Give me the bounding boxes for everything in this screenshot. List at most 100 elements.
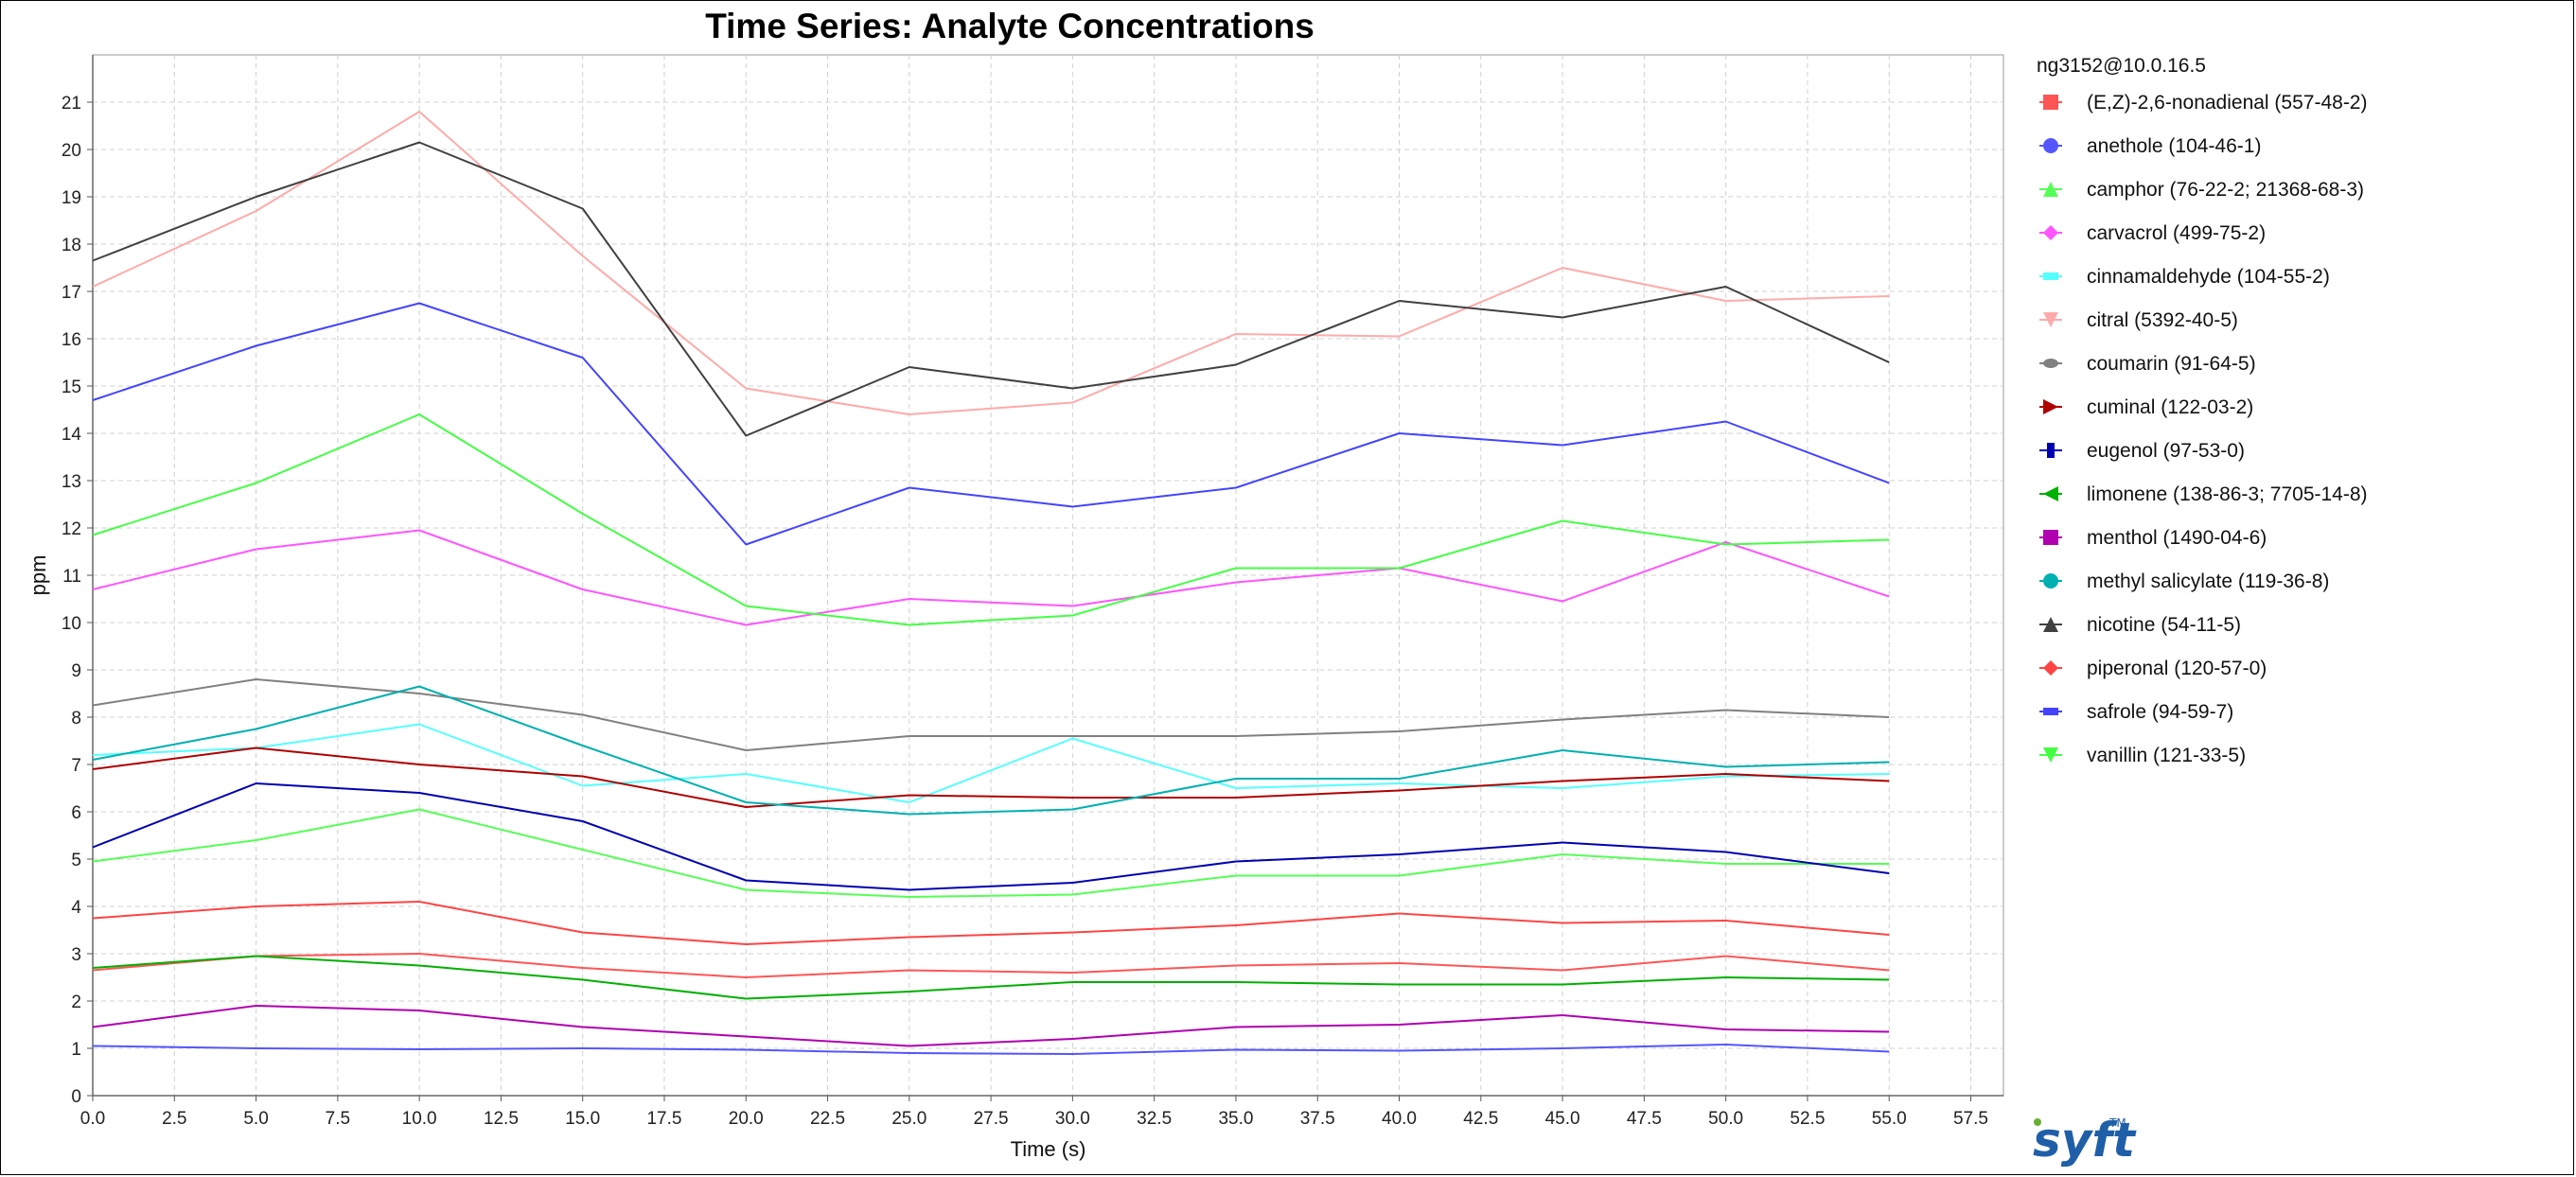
- legend-label: menthol (1490-04-6): [2087, 527, 2267, 549]
- x-tick-label: 12.5: [484, 1109, 519, 1129]
- legend-label: cuminal (122-03-2): [2087, 396, 2253, 418]
- x-tick-label: 45.0: [1545, 1109, 1580, 1129]
- legend-item: safrole (94-59-7): [2039, 701, 2233, 723]
- x-tick-label: 0.0: [80, 1109, 105, 1129]
- x-tick-label: 42.5: [1463, 1109, 1498, 1129]
- x-tick-label: 22.5: [810, 1109, 845, 1129]
- legend-label: coumarin (91-64-5): [2087, 353, 2256, 375]
- x-tick-label: 7.5: [326, 1109, 350, 1129]
- legend-marker: [2043, 95, 2058, 110]
- legend-label: methyl salicylate (119-36-8): [2087, 571, 2329, 592]
- series-line: [92, 808, 1890, 898]
- legend-marker: [2043, 359, 2058, 368]
- legend-label: citral (5392-40-5): [2087, 309, 2238, 331]
- legend-marker: [2043, 225, 2058, 240]
- y-tick-label: 0: [71, 1087, 81, 1107]
- x-tick-label: 35.0: [1218, 1109, 1253, 1129]
- legend-marker: [2043, 708, 2058, 715]
- legend-item: coumarin (91-64-5): [2039, 353, 2256, 375]
- legend-label: cinnamaldehyde (104-55-2): [2087, 266, 2330, 288]
- x-tick-label: 37.5: [1300, 1109, 1335, 1129]
- y-tick-label: 21: [62, 94, 81, 114]
- legend-label: piperonal (120-57-0): [2087, 658, 2267, 679]
- legend-label: anethole (104-46-1): [2087, 135, 2261, 157]
- legend-marker: [2043, 747, 2058, 763]
- legend-marker: [2043, 399, 2058, 414]
- legend-marker: [2043, 530, 2058, 545]
- legend-item: eugenol (97-53-0): [2039, 440, 2245, 462]
- x-tick-label: 15.0: [565, 1109, 600, 1129]
- x-tick-label: 10.0: [402, 1109, 437, 1129]
- legend-item: menthol (1490-04-6): [2039, 527, 2267, 549]
- y-tick-label: 6: [71, 803, 81, 823]
- legend-item: cuminal (122-03-2): [2039, 396, 2253, 418]
- y-tick-label: 3: [71, 945, 81, 965]
- legend-title: ng3152@10.0.16.5: [2037, 55, 2206, 77]
- logo-tm: TM: [2108, 1116, 2126, 1130]
- series-line: [92, 685, 1890, 816]
- x-tick-label: 27.5: [974, 1109, 1009, 1129]
- legend-marker: [2043, 660, 2058, 676]
- legend-item: vanillin (121-33-5): [2039, 745, 2246, 766]
- logo-text: syft: [2033, 1113, 2137, 1168]
- series-line: [92, 111, 1890, 415]
- legend-item: cinnamaldehyde (104-55-2): [2039, 266, 2330, 288]
- x-tick-label: 25.0: [891, 1109, 926, 1129]
- legend-item: (E,Z)-2,6-nonadienal (557-48-2): [2039, 92, 2367, 114]
- legend-item: carvacrol (499-75-2): [2039, 222, 2266, 244]
- series-line: [92, 678, 1890, 751]
- y-tick-label: 12: [62, 519, 81, 539]
- grid-lines: [93, 55, 2003, 1096]
- legend-marker: [2043, 138, 2058, 153]
- legend-marker: [2043, 312, 2058, 327]
- x-tick-label: 32.5: [1137, 1109, 1172, 1129]
- legend-item: anethole (104-46-1): [2039, 135, 2261, 157]
- x-tick-label: 40.0: [1382, 1109, 1417, 1129]
- series-line: [92, 1044, 1890, 1055]
- x-tick-label: 2.5: [162, 1109, 186, 1129]
- y-tick-label: 15: [62, 378, 81, 397]
- legend-marker: [2043, 182, 2058, 197]
- series-line: [92, 529, 1890, 626]
- legend-label: limonene (138-86-3; 7705-14-8): [2087, 483, 2368, 505]
- series-line: [92, 302, 1890, 546]
- y-tick-label: 5: [71, 851, 81, 870]
- legend-label: vanillin (121-33-5): [2087, 745, 2246, 766]
- x-tick-label: 5.0: [243, 1109, 268, 1129]
- y-tick-label: 10: [62, 614, 81, 634]
- x-tick-label: 30.0: [1055, 1109, 1090, 1129]
- y-tick-label: 17: [62, 283, 81, 303]
- legend-item: methyl salicylate (119-36-8): [2039, 571, 2329, 592]
- x-tick-label: 52.5: [1790, 1109, 1825, 1129]
- x-axis-title: Time (s): [1011, 1137, 1086, 1161]
- y-tick-label: 9: [71, 661, 81, 681]
- series-line: [92, 955, 1890, 1000]
- y-tick-label: 2: [71, 993, 81, 1012]
- legend-label: camphor (76-22-2; 21368-68-3): [2087, 179, 2364, 201]
- x-tick-label: 47.5: [1627, 1109, 1662, 1129]
- y-tick-label: 14: [62, 425, 82, 445]
- legend-label: eugenol (97-53-0): [2087, 440, 2245, 462]
- legend-label: nicotine (54-11-5): [2087, 614, 2241, 636]
- legend-item: nicotine (54-11-5): [2039, 614, 2241, 636]
- legend-label: (E,Z)-2,6-nonadienal (557-48-2): [2087, 92, 2367, 114]
- series-line: [92, 723, 1890, 803]
- y-axis-title: ppm: [26, 555, 50, 596]
- x-tick-label: 20.0: [729, 1109, 764, 1129]
- y-tick-label: 13: [62, 472, 81, 492]
- legend-marker: [2043, 573, 2058, 588]
- legend: (E,Z)-2,6-nonadienal (557-48-2) anethole …: [2039, 92, 2368, 766]
- series-line: [92, 747, 1890, 808]
- legend-item: citral (5392-40-5): [2039, 309, 2238, 331]
- y-tick-label: 1: [71, 1040, 81, 1060]
- series-line: [92, 413, 1890, 626]
- series-line: [92, 1005, 1890, 1047]
- series-line: [92, 953, 1890, 978]
- series-lines: [92, 111, 1890, 1055]
- syft-logo: syft TM: [2033, 1113, 2137, 1168]
- x-tick-label: 50.0: [1708, 1109, 1743, 1129]
- y-tick-label: 8: [71, 709, 81, 729]
- y-tick-label: 19: [62, 188, 81, 208]
